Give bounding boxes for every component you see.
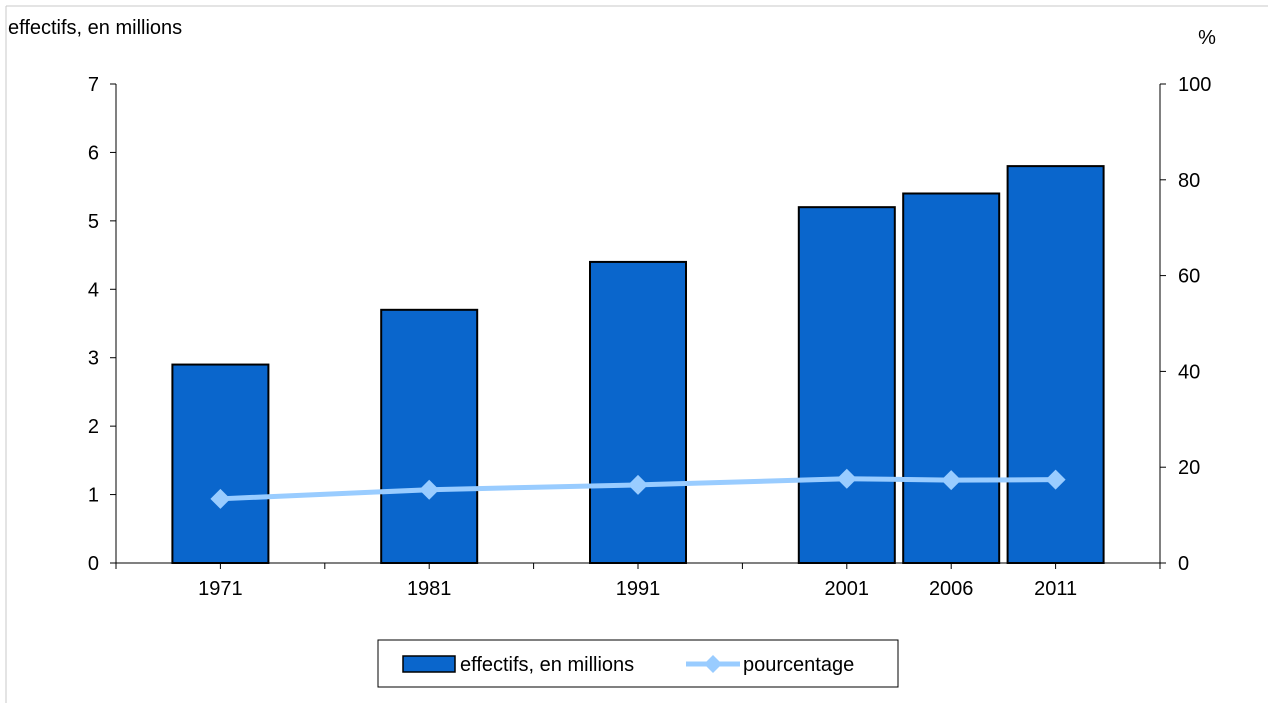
legend-label-line: pourcentage — [743, 654, 854, 676]
x-tick-labels: 1971 1981 1991 2001 2006 2011 — [198, 578, 1077, 600]
pourcentage-marker-2011 — [1045, 469, 1066, 490]
pourcentage-marker-1971 — [210, 488, 231, 509]
right-axis-title: % — [1198, 27, 1216, 49]
right-axis-tick-label: 0 — [1178, 553, 1189, 575]
pourcentage-marker-1981 — [419, 479, 440, 500]
pourcentage-marker-2001 — [836, 468, 857, 489]
left-axis-tick-label: 2 — [88, 416, 99, 438]
x-tick-label-1981: 1981 — [407, 578, 452, 600]
pourcentage-line — [220, 476, 1056, 502]
x-tick-label-2001: 2001 — [825, 578, 870, 600]
right-axis-tick-label: 60 — [1178, 266, 1200, 288]
left-axis-tick-label: 4 — [88, 279, 99, 301]
legend-box — [377, 639, 899, 688]
right-axis-tick-label: 100 — [1178, 74, 1211, 96]
right-axis-tick-label: 20 — [1178, 457, 1200, 479]
legend: effectifs, en millions pourcentage — [377, 639, 899, 688]
legend-swatch-marker — [704, 655, 722, 673]
legend-label-bars: effectifs, en millions — [460, 654, 634, 676]
left-axis-tick-label: 6 — [88, 142, 99, 164]
right-axis-tick-label: 80 — [1178, 170, 1200, 192]
x-tick-label-2011: 2011 — [1034, 578, 1077, 600]
bar-2001 — [797, 206, 896, 565]
left-axis-tick-label: 0 — [88, 553, 99, 575]
pourcentage-marker-2006 — [941, 470, 962, 491]
right-axis-tick-label: 40 — [1178, 361, 1200, 383]
pourcentage-marker-1991 — [628, 474, 648, 495]
bars-group — [171, 165, 1105, 565]
line-group — [210, 468, 1066, 509]
bar-1981 — [380, 308, 479, 565]
x-tick-label-1991: 1991 — [616, 578, 661, 600]
left-axis-title: effectifs, en millions — [8, 17, 182, 39]
left-axis-tick-label: 3 — [88, 348, 99, 370]
legend-swatch-bar — [402, 655, 456, 673]
bar-2006 — [902, 192, 1001, 564]
x-tick-label-1971: 1971 — [198, 578, 243, 600]
left-axis-tick-label: 5 — [88, 211, 99, 233]
bar-2011 — [1006, 165, 1105, 564]
bar-1971 — [171, 363, 270, 564]
left-axis-tick-label: 7 — [88, 74, 99, 96]
bar-1991 — [589, 260, 687, 564]
left-axis-tick-label: 1 — [88, 485, 99, 507]
x-tick-label-2006: 2006 — [929, 578, 974, 600]
